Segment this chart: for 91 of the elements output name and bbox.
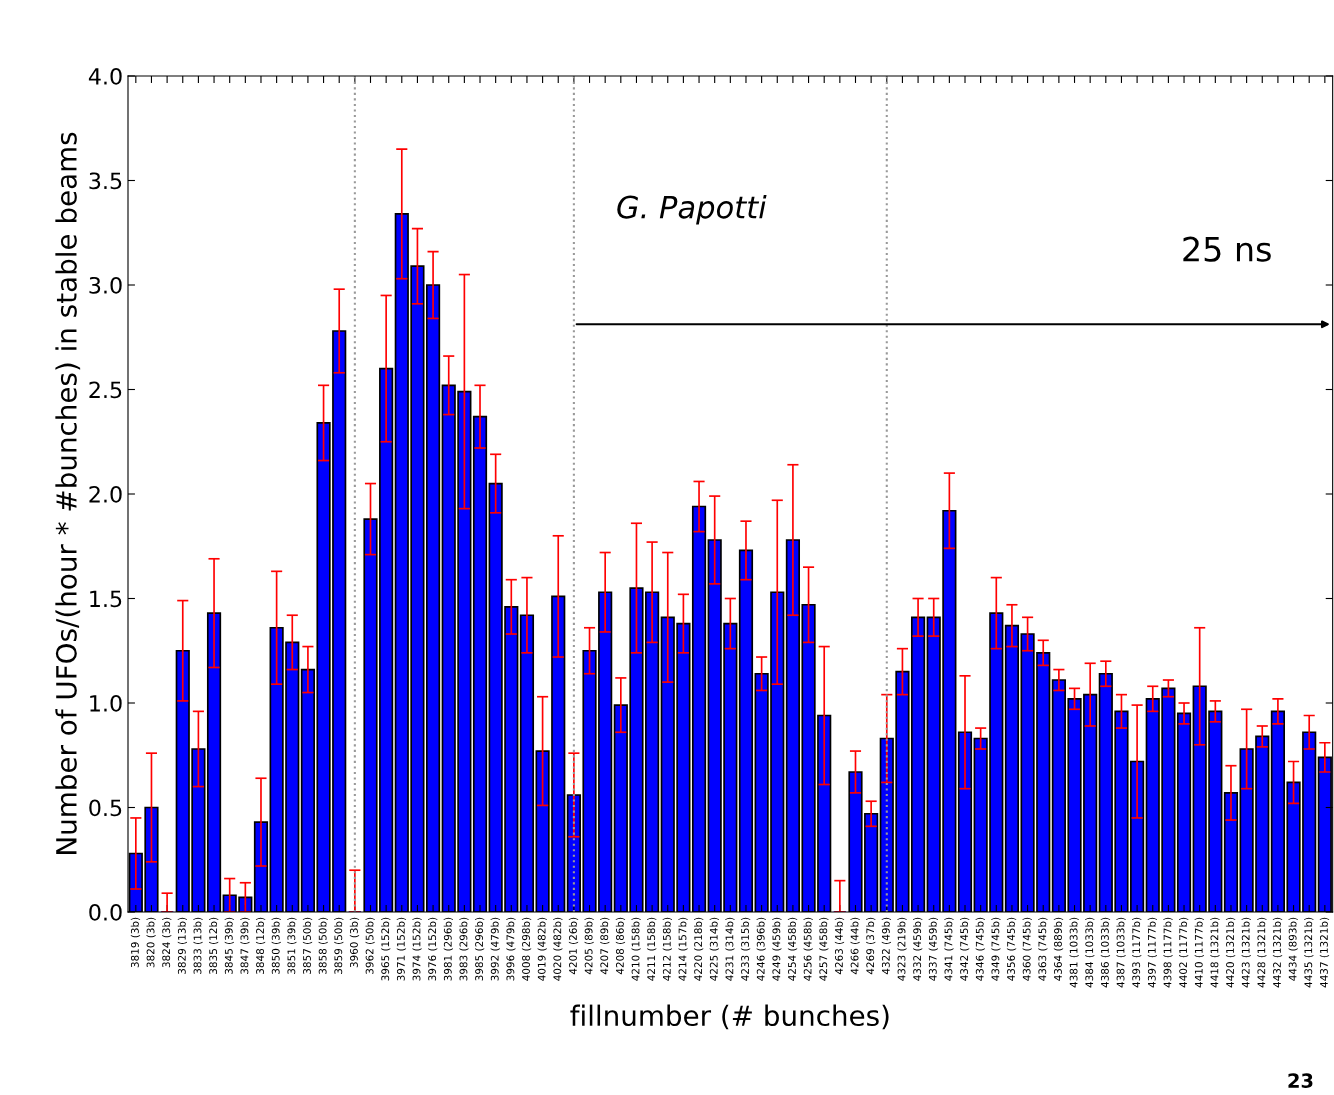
text: 23 <box>1288 1073 1313 1088</box>
x-tick-label: 4256 (458b) <box>803 917 813 981</box>
x-tick-label: 3848 (12b) <box>255 917 266 974</box>
x-tick-label: 4387 (1033b) <box>1116 917 1126 988</box>
x-tick-label: 4381 (1033b) <box>1069 917 1079 988</box>
y-tick-label: 1.5 <box>90 590 122 608</box>
annotation: 25 ns <box>1183 236 1271 262</box>
x-tick-label: 3829 (13b) <box>177 917 188 974</box>
x-tick-label: 4269 (37b) <box>866 917 876 975</box>
x-tick-label: 3820 (3b) <box>146 917 156 968</box>
y-tick-label: 3.5 <box>89 172 122 190</box>
x-tick-label: 4398 (1177b) <box>1163 917 1173 988</box>
x-tick-label: 4210 (158b) <box>631 917 641 981</box>
x-tick-label: 4393 (1177b) <box>1132 917 1142 988</box>
x-tick-label: 4346 (745b) <box>975 917 985 981</box>
x-tick-label: 3859 (50b) <box>334 917 344 974</box>
y-tick-label: 0.5 <box>89 799 122 817</box>
x-tick-label: 4214 (157b) <box>678 917 688 981</box>
x-tick-label: 3974 (152b) <box>412 917 422 981</box>
x-tick-label: 4008 (298b) <box>521 917 532 981</box>
x-tick-label: 3992 (479b) <box>490 917 500 981</box>
x-tick-label: 4220 (218b) <box>694 917 704 981</box>
x-tick-label: 4384 (1033b) <box>1085 917 1095 988</box>
y-tick-label: 4.0 <box>88 67 122 85</box>
x-tick-label: 4205 (89b) <box>584 917 594 975</box>
y-tick-label: 2.5 <box>89 381 122 399</box>
x-tick-label: 3835 (12b) <box>209 917 219 974</box>
x-tick-label: 3845 (39b) <box>224 917 234 974</box>
x-tick-label: 3833 (13b) <box>193 917 203 974</box>
x-tick-label: 4432 (1321b) <box>1272 917 1283 988</box>
x-tick-label: 4233 (315b) <box>740 917 751 981</box>
x-tick-label: 4266 (44b) <box>850 917 860 975</box>
x-tick-label: 4231 (314b) <box>725 917 735 981</box>
x-tick-label: 3857 (50b) <box>302 917 313 974</box>
x-tick-label: 3960 (3b) <box>349 917 360 968</box>
x-tick-label: 4263 (44b) <box>834 917 845 975</box>
x-tick-label: 4360 (745b) <box>1022 917 1032 981</box>
x-tick-label: 4435 (1321b) <box>1304 917 1314 988</box>
x-tick-label: 3819 (3b) <box>130 917 141 968</box>
x-tick-label: 4254 (458b) <box>787 917 798 981</box>
x-tick-label: 4418 (1321b) <box>1210 917 1220 988</box>
x-tick-label: 4402 (1177b) <box>1179 917 1189 988</box>
x-tick-label: 4211 (158b) <box>647 917 657 981</box>
x-tick-label: 3850 (39b) <box>271 917 281 974</box>
x-tick-label: 3965 (152b) <box>381 917 391 981</box>
x-tick-label: 4322 (49b) <box>881 917 892 975</box>
x-tick-label: 3996 (479b) <box>506 917 516 981</box>
x-tick-label: 3976 (152b) <box>428 917 438 981</box>
x-tick-label: 3858 (50b) <box>318 917 328 974</box>
x-tick-label: 4019 (482b) <box>537 917 547 981</box>
x-tick-label: 4246 (396b) <box>756 917 766 981</box>
x-tick-label: 4249 (459b) <box>772 917 782 981</box>
x-tick-label: 4437 (1321b) <box>1319 917 1330 988</box>
x-tick-label: 4356 (745b) <box>1006 917 1017 981</box>
x-tick-label: 4207 (89b) <box>600 917 610 975</box>
x-tick-label: 4428 (1321b) <box>1257 917 1267 988</box>
y-axis-title: Number of UFOs/(hour * #bunches) in stable beams <box>55 132 81 854</box>
x-tick-label: 4208 (86b) <box>615 917 626 975</box>
x-tick-label: 4363 (745b) <box>1038 917 1048 981</box>
x-tick-label: 3971 (152b) <box>396 917 407 981</box>
x-tick-label: 4332 (459b) <box>913 917 923 981</box>
x-tick-label: 4397 (1177b) <box>1147 917 1157 988</box>
x-tick-label: 4337 (459b) <box>928 917 938 981</box>
x-tick-label: 3847 (39b) <box>240 917 250 974</box>
x-tick-label: 4201 (26b) <box>568 917 579 975</box>
x-axis-title: fillnumber (# bunches) <box>570 1004 889 1030</box>
x-tick-label: 3983 (296b) <box>459 917 469 981</box>
x-tick-label: 4212 (158b) <box>662 917 672 981</box>
annotation: G. Papotti <box>617 194 767 225</box>
y-tick-label: 1.0 <box>90 694 122 712</box>
x-tick-label: 4364 (889b) <box>1053 917 1064 981</box>
y-tick-label: 0.0 <box>89 903 122 921</box>
x-tick-label: 3985 (296b) <box>474 917 485 981</box>
x-tick-label: 4342 (745b) <box>959 917 970 981</box>
x-tick-label: 4020 (482b) <box>553 917 563 981</box>
y-tick-label: 3.0 <box>89 276 122 294</box>
x-tick-label: 4349 (745b) <box>991 917 1001 981</box>
x-tick-label: 3851 (39b) <box>287 917 297 974</box>
x-tick-label: 4341 (745b) <box>944 917 954 981</box>
x-tick-label: 4225 (314b) <box>709 917 719 981</box>
x-tick-label: 4257 (458b) <box>819 917 829 981</box>
x-tick-label: 4323 (219b) <box>897 917 907 981</box>
x-tick-label: 3981 (296b) <box>443 917 453 981</box>
x-tick-label: 4420 (1321b) <box>1225 917 1236 988</box>
x-tick-label: 3962 (50b) <box>365 917 375 974</box>
x-tick-label: 4386 (1033b) <box>1100 917 1111 988</box>
x-tick-label: 4423 (1321b) <box>1241 917 1251 988</box>
x-tick-label: 3824 (3b) <box>162 917 172 968</box>
x-tick-label: 4410 (1177b) <box>1194 917 1204 988</box>
x-tick-label: 4434 (893b) <box>1288 917 1298 981</box>
y-tick-label: 2.0 <box>89 485 122 503</box>
